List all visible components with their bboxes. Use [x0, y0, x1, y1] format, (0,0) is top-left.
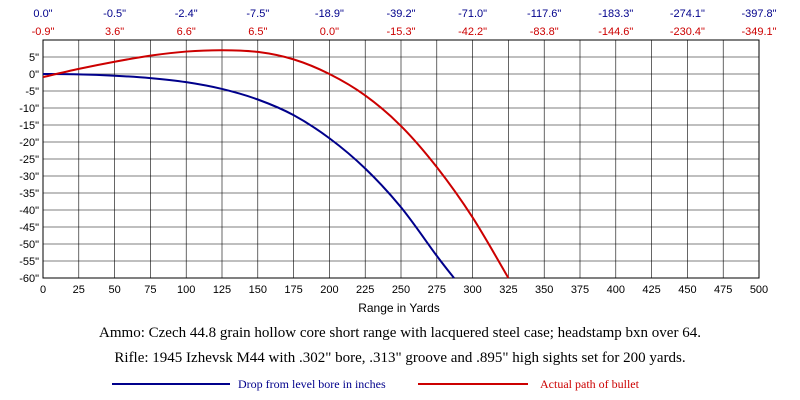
y-tick-label: -25" [19, 154, 39, 166]
x-tick-label: 250 [392, 284, 410, 296]
legend-red-label: Actual path of bullet [540, 377, 640, 391]
y-tick-label: -20" [19, 137, 39, 149]
top-path-label: 3.6" [105, 26, 124, 38]
top-path-label: 6.5" [248, 26, 267, 38]
x-tick-label: 350 [535, 284, 553, 296]
top-drop-label: -183.3" [598, 8, 633, 20]
top-drop-label: -39.2" [387, 8, 416, 20]
x-axis-label: Range in Yards [358, 301, 440, 315]
top-path-label: 0.0" [320, 26, 339, 38]
top-drop-label: -18.9" [315, 8, 344, 20]
x-tick-label: 50 [108, 284, 120, 296]
x-tick-label: 425 [642, 284, 660, 296]
top-drop-label: -7.5" [246, 8, 269, 20]
top-path-label: -42.2" [458, 26, 487, 38]
top-drop-label: 0.0" [33, 8, 52, 20]
chart-grid [42, 39, 760, 279]
legend-blue-label: Drop from level bore in inches [238, 377, 386, 391]
y-tick-label: -40" [19, 205, 39, 217]
top-path-label: 6.6" [177, 26, 196, 38]
y-tick-label: -50" [19, 239, 39, 251]
top-drop-label: -397.8" [741, 8, 776, 20]
x-tick-label: 175 [284, 284, 302, 296]
x-tick-label: 475 [714, 284, 732, 296]
x-tick-label: 400 [607, 284, 625, 296]
x-tick-label: 100 [177, 284, 195, 296]
x-tick-label: 150 [249, 284, 267, 296]
chart-series [42, 49, 510, 279]
y-tick-label: -45" [19, 222, 39, 234]
series-line-drop [42, 73, 455, 279]
y-tick-label: 5" [29, 52, 39, 64]
y-tick-label: -10" [19, 103, 39, 115]
top-drop-label: -2.4" [175, 8, 198, 20]
x-tick-label: 0 [40, 284, 46, 296]
top-drop-label: -71.0" [458, 8, 487, 20]
x-tick-label: 225 [356, 284, 374, 296]
top-drop-label: -0.5" [103, 8, 126, 20]
y-tick-label: 0" [29, 69, 39, 81]
series-line-path [42, 49, 510, 279]
top-path-label: -144.6" [598, 26, 633, 38]
x-axis-ticks: 0 25 50 75 100 125 150 175 200 225 250 275 300 325 350… [40, 284, 768, 296]
y-tick-label: -15" [19, 120, 39, 132]
y-tick-label: -55" [19, 256, 39, 268]
top-path-label: -349.1" [741, 26, 776, 38]
rifle-caption: Rifle: 1945 Izhevsk M44 with .302" bore,… [114, 350, 685, 366]
x-tick-label: 375 [571, 284, 589, 296]
x-tick-label: 500 [750, 284, 768, 296]
x-tick-label: 25 [73, 284, 85, 296]
x-tick-label: 450 [678, 284, 696, 296]
top-annotations: 0.0" -0.5" -2.4" -7.5" -18.9" -39.2" -71.0" -11… [32, 8, 777, 38]
x-tick-label: 75 [144, 284, 156, 296]
y-tick-label: -35" [19, 188, 39, 200]
y-axis-ticks: 5" 0" -5" -10" -15" -20" -25" -30" -35" -40" -45" -… [19, 52, 39, 285]
x-tick-label: 125 [213, 284, 231, 296]
x-tick-label: 325 [499, 284, 517, 296]
x-tick-label: 200 [320, 284, 338, 296]
x-tick-label: 300 [463, 284, 481, 296]
top-path-label: -15.3" [387, 26, 416, 38]
top-drop-label: -274.1" [670, 8, 705, 20]
y-tick-label: -30" [19, 171, 39, 183]
ammo-caption: Ammo: Czech 44.8 grain hollow core short… [99, 325, 701, 341]
top-path-label: -230.4" [670, 26, 705, 38]
y-tick-label: -5" [25, 86, 39, 98]
top-path-label: -0.9" [32, 26, 55, 38]
top-path-label: -83.8" [530, 26, 559, 38]
top-drop-label: -117.6" [527, 8, 561, 20]
y-tick-label: -60" [19, 273, 39, 285]
x-tick-label: 275 [428, 284, 446, 296]
